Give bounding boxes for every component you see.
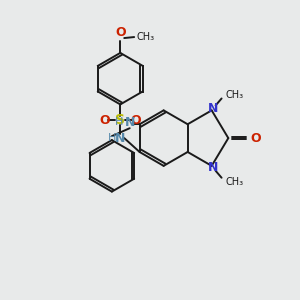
Text: O: O [99, 114, 110, 127]
Text: CH₃: CH₃ [226, 177, 244, 187]
Text: CH₃: CH₃ [136, 32, 154, 42]
Text: CH₃: CH₃ [226, 89, 244, 100]
Text: S: S [115, 113, 125, 127]
Text: N: N [124, 116, 135, 129]
Text: H: H [108, 133, 116, 143]
Text: N: N [208, 102, 218, 115]
Text: H: H [116, 117, 124, 127]
Text: N: N [115, 132, 125, 145]
Text: O: O [131, 114, 141, 127]
Text: O: O [115, 26, 126, 39]
Text: O: O [250, 132, 261, 145]
Text: N: N [208, 161, 218, 174]
